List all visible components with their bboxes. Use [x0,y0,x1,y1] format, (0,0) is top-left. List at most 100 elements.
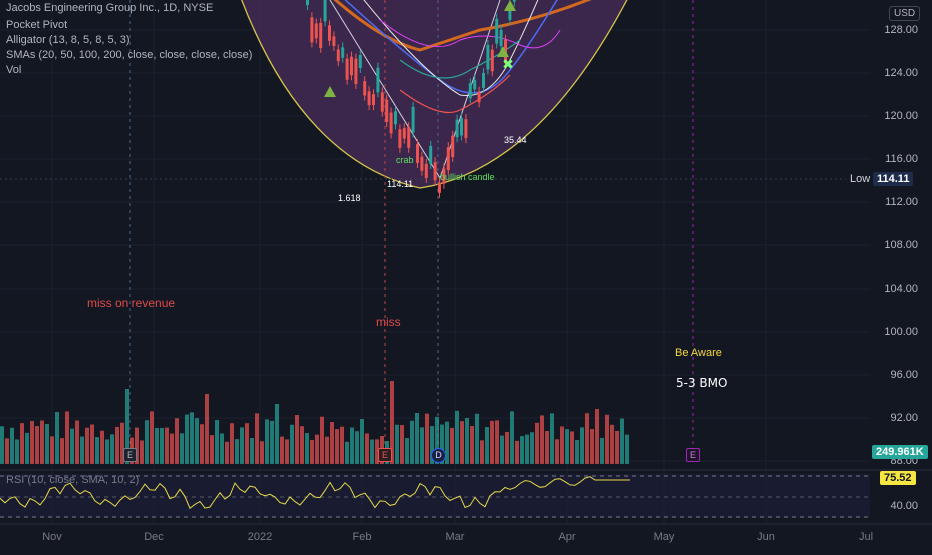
candle-body [446,147,450,170]
volume-bar [580,427,584,464]
volume-bar [245,423,249,464]
candle-body [394,111,397,125]
volume-bar [180,433,184,464]
volume-bar [255,413,259,464]
candle-body [455,119,459,138]
volume-bar [565,429,569,464]
volume-bar [425,413,429,464]
earnings-marker[interactable]: E [378,448,392,462]
note-crab[interactable]: crab [396,155,414,165]
volume-bar [560,426,564,464]
earnings-marker-upcoming[interactable]: E [686,448,700,462]
currency-button[interactable]: USD [889,6,921,21]
volume-bar [615,430,619,464]
candle-body [416,143,419,163]
volume-bar [20,423,24,464]
candle-body [411,106,415,133]
volume-bar [110,434,114,464]
low-price-tag: 114.11 [873,172,914,186]
dividend-marker[interactable]: D [431,448,446,463]
time-tick: Jun [757,531,775,543]
symbol-title[interactable]: Jacobs Engineering Group Inc., 1D, NYSE [6,2,214,14]
volume-bar [65,411,69,464]
volume-bar [370,439,374,464]
volume-bar [525,434,529,464]
low-label: Low [846,172,875,186]
volume-bar [60,438,64,464]
candle-body [345,58,349,80]
candle-body [358,54,362,68]
note-miss-on-revenue[interactable]: miss on revenue [87,296,176,310]
volume-bar [280,436,284,464]
note-bullish-candle[interactable]: bullish candle [440,172,495,182]
volume-bar [270,420,274,464]
volume-bar [135,427,139,464]
candle-body [499,29,503,47]
note-be-aware[interactable]: Be Aware [675,347,722,359]
indicator-pocket-pivot[interactable]: Pocket Pivot [6,19,68,31]
candle-body [464,119,468,139]
volume-bar [405,438,409,464]
volume-bar [335,429,339,464]
pocket-pivot-markers: ✖ [324,0,516,97]
volume-bar [315,434,319,464]
candle-body [363,81,367,96]
volume-bar [535,422,539,464]
volume-bar [410,420,414,464]
volume-bar [620,418,624,464]
volume-bar [320,416,324,464]
note-miss[interactable]: miss [376,315,401,329]
volume-bar [215,420,219,464]
note-low-price[interactable]: 114.11 [387,179,414,189]
candlesticks [306,0,516,198]
volume-bar [375,439,379,464]
volume-bar [250,437,254,464]
volume-bar [170,433,174,464]
volume-bar [395,424,399,464]
volume-bar [125,389,129,464]
volume-bar [115,426,119,464]
fib-label-3544[interactable]: 35.44 [504,135,527,145]
volume-bar [485,427,489,464]
indicator-rsi[interactable]: RSI (10, close, SMA, 10, 2) [6,474,140,486]
volume-bar [175,418,179,464]
volume-bar [610,424,614,464]
fib-label-1618[interactable]: 1.618 [338,193,361,203]
volume-bar [195,418,199,464]
volume-bar [545,430,549,464]
indicator-alligator[interactable]: Alligator (13, 8, 5, 8, 5, 3) [6,34,130,46]
volume-bar [205,394,209,464]
volume-bar [295,415,299,464]
volume-value-tag: 249.961K [872,445,928,459]
volume-bar [445,421,449,464]
volume-bar [30,420,34,464]
volume-bar [40,420,44,464]
volume-bar [275,404,279,464]
volume-bar [625,434,629,464]
volume-bar [480,440,484,464]
candle-body [367,91,371,106]
volume-bar [495,420,499,464]
indicator-smas[interactable]: SMAs (20, 50, 100, 200, close, close, cl… [6,49,253,61]
earnings-marker[interactable]: E [123,448,137,462]
volume-bar [55,411,59,464]
candle-body [495,18,499,44]
volume-bar [515,440,519,464]
volume-bar [165,427,169,464]
candle-body [433,162,437,181]
candle-body [477,91,481,103]
volume-bar [290,424,294,464]
rsi-value-tag: 75.52 [880,471,916,485]
volume-bar [325,436,329,464]
volume-bar [595,409,599,464]
candle-body [407,127,411,148]
volume-bar [85,427,89,464]
volume-bar [455,410,459,464]
candle-body [328,25,331,41]
volume-bar [50,436,54,464]
candle-body [420,156,424,171]
note-earnings-date[interactable]: 5-3 BMO [676,376,728,390]
indicator-volume[interactable]: Vol [6,64,22,76]
